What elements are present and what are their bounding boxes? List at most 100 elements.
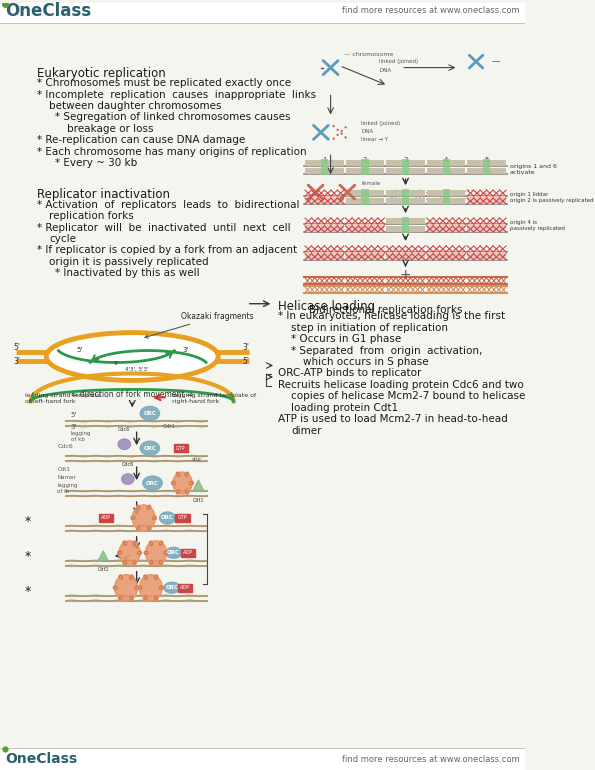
- Bar: [346, 252, 384, 260]
- Bar: [305, 252, 344, 260]
- Text: origin 4 is
passively replicated: origin 4 is passively replicated: [509, 220, 565, 231]
- Text: * Chromosomes must be replicated exactly once: * Chromosomes must be replicated exactly…: [37, 78, 291, 88]
- Polygon shape: [132, 505, 155, 531]
- Ellipse shape: [159, 586, 163, 589]
- Ellipse shape: [185, 472, 189, 477]
- Ellipse shape: [159, 560, 163, 564]
- Ellipse shape: [143, 575, 148, 580]
- Bar: [467, 160, 506, 166]
- Text: Cdt1: Cdt1: [193, 498, 204, 503]
- Text: 1: 1: [322, 157, 327, 163]
- Text: cycle: cycle: [49, 234, 76, 244]
- Bar: [346, 198, 384, 204]
- Polygon shape: [193, 480, 204, 491]
- Text: ORC: ORC: [167, 551, 180, 555]
- Ellipse shape: [154, 575, 158, 580]
- Text: lagging
of kb: lagging of kb: [71, 431, 91, 442]
- Ellipse shape: [130, 596, 133, 601]
- Bar: [178, 584, 192, 591]
- Bar: [443, 167, 450, 176]
- Text: Cdc6: Cdc6: [57, 444, 73, 449]
- Bar: [483, 159, 490, 167]
- Ellipse shape: [118, 551, 121, 554]
- Ellipse shape: [123, 541, 126, 545]
- Bar: [321, 159, 328, 167]
- Text: linked (joined): linked (joined): [379, 59, 418, 64]
- Text: Cdt1: Cdt1: [98, 567, 109, 572]
- Bar: [386, 160, 425, 166]
- Ellipse shape: [147, 526, 151, 531]
- Ellipse shape: [145, 551, 148, 554]
- Text: — chromosome: — chromosome: [344, 52, 393, 57]
- Ellipse shape: [118, 439, 130, 450]
- Ellipse shape: [149, 560, 153, 564]
- Ellipse shape: [120, 575, 122, 579]
- Bar: [427, 224, 465, 232]
- Ellipse shape: [143, 476, 162, 490]
- Text: replication forks: replication forks: [49, 211, 134, 221]
- Text: ⇐ direction of fork movement ⇒: ⇐ direction of fork movement ⇒: [71, 390, 193, 399]
- Text: * Replicator  will  be  inactivated  until  next  cell: * Replicator will be inactivated until n…: [37, 223, 290, 233]
- Bar: [386, 226, 425, 232]
- Ellipse shape: [177, 473, 180, 477]
- Ellipse shape: [121, 474, 134, 484]
- Text: ADP: ADP: [101, 515, 111, 521]
- Bar: [443, 189, 450, 197]
- Text: 3': 3': [182, 346, 189, 353]
- Text: 5': 5': [76, 346, 83, 353]
- Ellipse shape: [119, 596, 123, 601]
- Ellipse shape: [131, 516, 135, 520]
- Ellipse shape: [177, 490, 180, 494]
- Ellipse shape: [164, 551, 168, 554]
- Text: lagging strand template of
right-hand fork: lagging strand template of right-hand fo…: [172, 393, 256, 404]
- Bar: [443, 197, 450, 205]
- Text: female: female: [361, 181, 381, 186]
- Text: dimer: dimer: [291, 426, 321, 436]
- Text: origin 1 liddar
origin 2 is passively replicated: origin 1 liddar origin 2 is passively re…: [509, 192, 593, 203]
- Text: * Activation  of  replicators  leads  to  bidirectional: * Activation of replicators leads to bid…: [37, 199, 299, 209]
- Text: DNA: DNA: [379, 68, 391, 72]
- Ellipse shape: [155, 575, 158, 579]
- Bar: [386, 218, 425, 224]
- Text: origins 1 and 6
activate: origins 1 and 6 activate: [509, 164, 556, 175]
- Bar: [483, 167, 490, 176]
- Text: linear → Y: linear → Y: [361, 137, 389, 142]
- Text: Cdt1: Cdt1: [163, 424, 176, 429]
- Bar: [427, 190, 465, 196]
- Text: 2: 2: [363, 157, 367, 163]
- Text: *: *: [24, 515, 31, 528]
- Text: OneClass: OneClass: [5, 752, 77, 766]
- Bar: [402, 189, 409, 197]
- Text: * If replicator is copied by a fork from an adjacent: * If replicator is copied by a fork from…: [37, 246, 297, 256]
- Text: Cdc6: Cdc6: [118, 427, 130, 432]
- Ellipse shape: [119, 575, 123, 580]
- Text: ORC: ORC: [146, 480, 159, 486]
- Ellipse shape: [130, 575, 133, 579]
- Ellipse shape: [150, 561, 153, 564]
- Polygon shape: [145, 541, 167, 564]
- Ellipse shape: [149, 541, 153, 546]
- Ellipse shape: [166, 547, 181, 558]
- Ellipse shape: [131, 517, 135, 520]
- Ellipse shape: [118, 551, 122, 555]
- Ellipse shape: [144, 575, 147, 579]
- Bar: [305, 224, 344, 232]
- Text: 4: 4: [444, 157, 448, 163]
- Text: ORC: ORC: [143, 411, 156, 416]
- Text: leading strand template
of left-hand fork: leading strand template of left-hand for…: [24, 393, 101, 404]
- Text: ORC: ORC: [161, 515, 174, 521]
- Ellipse shape: [159, 586, 164, 590]
- Bar: [176, 514, 190, 522]
- Ellipse shape: [136, 526, 140, 531]
- Bar: [361, 167, 368, 176]
- Text: * In eukaryotes, helicase loading is the first: * In eukaryotes, helicase loading is the…: [278, 311, 505, 321]
- Ellipse shape: [159, 512, 176, 524]
- Ellipse shape: [140, 441, 159, 455]
- Text: 5': 5': [13, 343, 20, 352]
- Text: 5': 5': [71, 412, 77, 418]
- Bar: [0, 3, 525, 23]
- Ellipse shape: [138, 586, 142, 590]
- Ellipse shape: [46, 333, 218, 380]
- Bar: [467, 196, 506, 204]
- Ellipse shape: [164, 582, 180, 593]
